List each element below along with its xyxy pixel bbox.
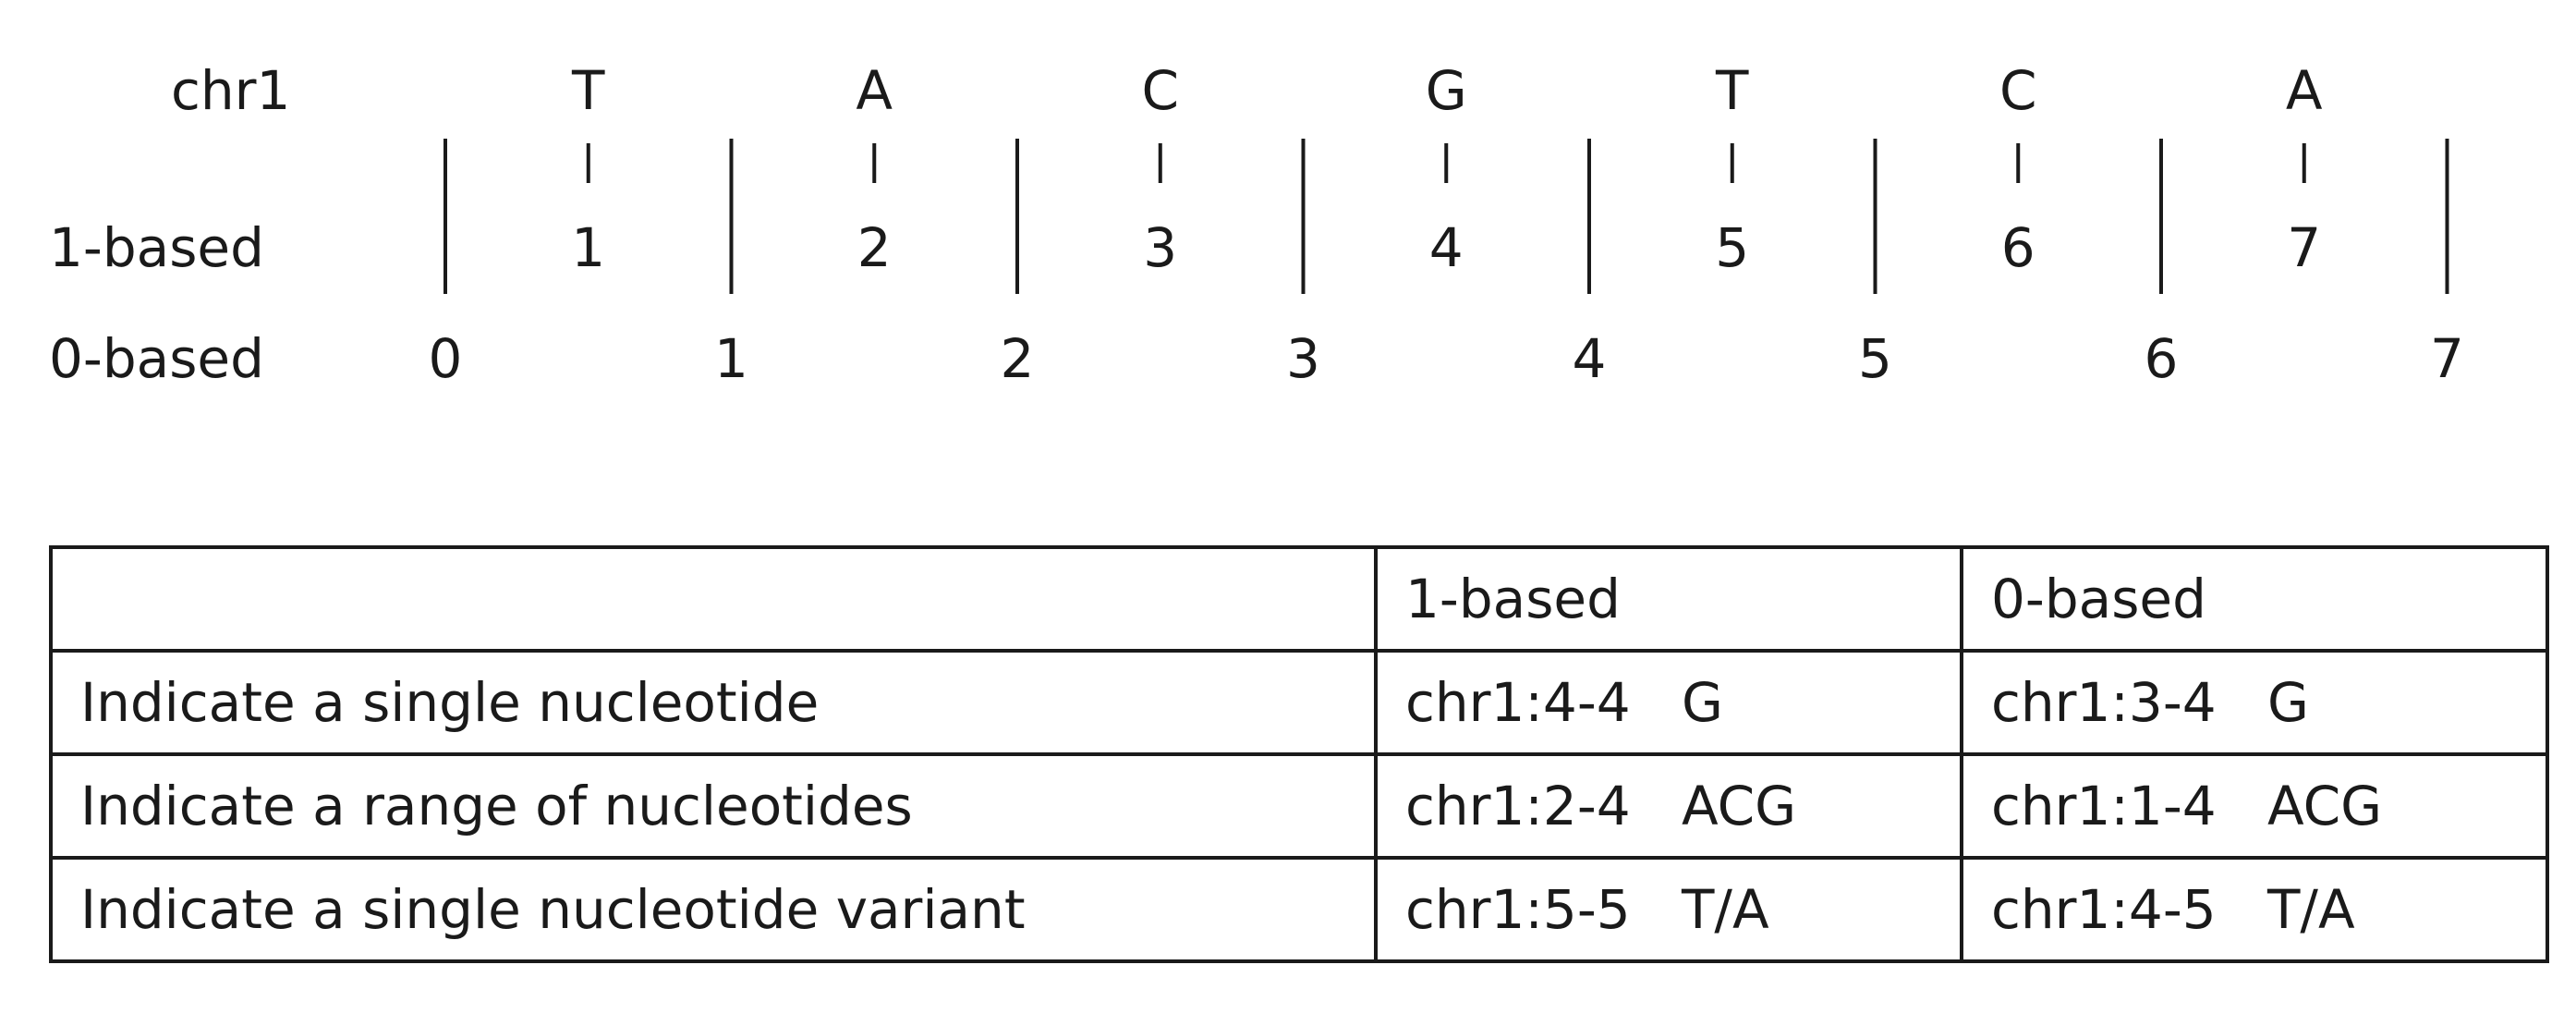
base-letter: T <box>1715 59 1749 122</box>
base-letter: G <box>1426 59 1467 122</box>
header-cell-empty <box>49 545 1378 653</box>
row-description-cell: Indicate a range of nucleotides <box>49 752 1378 860</box>
zero-based-cell: chr1:3-4 G <box>1960 649 2549 756</box>
zero-based-cell: chr1:4-5 T/A <box>1960 856 2549 963</box>
coordinate-table: 1-based 0-based Indicate a single nucleoti… <box>49 545 2549 963</box>
table-row: Indicate a single nucleotide variant chr1… <box>49 856 2549 963</box>
one-based-position: 2 <box>857 216 892 279</box>
one-based-position: 7 <box>2287 216 2321 279</box>
zero-based-cell: chr1:1-4 ACG <box>1960 752 2549 860</box>
header-cell: 0-based <box>1960 545 2549 653</box>
one-based-position: 1 <box>571 216 605 279</box>
base-letter: A <box>856 59 893 122</box>
one-based-cell: chr1:5-5 T/A <box>1374 856 1963 963</box>
one-based-position: 3 <box>1143 216 1177 279</box>
zero-based-position: 4 <box>1573 327 1607 390</box>
one-based-cell: chr1:2-4 ACG <box>1374 752 1963 860</box>
zero-based-position: 2 <box>1001 327 1035 390</box>
zero-based-position: 0 <box>429 327 463 390</box>
base-letter: C <box>1999 59 2037 122</box>
one-based-position: 6 <box>2001 216 2035 279</box>
zero-based-position: 1 <box>714 327 748 390</box>
zero-based-position: 3 <box>1286 327 1320 390</box>
base-letter: A <box>2286 59 2323 122</box>
zero-based-position: 6 <box>2145 327 2179 390</box>
base-letter: C <box>1142 59 1180 122</box>
one-based-cell: chr1:4-4 G <box>1374 649 1963 756</box>
coordinate-diagram: chr1 1-based 0-based T A C G T C A 1 2 3 4 5 6 7 0 1 2… <box>49 59 2464 390</box>
base-letter: T <box>571 59 605 122</box>
table-header-row: 1-based 0-based <box>49 545 2549 653</box>
zero-based-position: 5 <box>1858 327 1892 390</box>
row-description-cell: Indicate a single nucleotide variant <box>49 856 1378 963</box>
boundaries-group <box>444 139 2449 294</box>
zero-based-position: 7 <box>2430 327 2464 390</box>
table-row: Indicate a range of nucleotides chr1:2-4 … <box>49 752 2549 860</box>
one-based-row-label: 1-based <box>49 216 264 279</box>
sequence-label: chr1 <box>171 59 290 122</box>
one-based-position: 5 <box>1715 216 1749 279</box>
zero-based-row-label: 0-based <box>49 327 264 390</box>
header-cell: 1-based <box>1374 545 1963 653</box>
zero-based-positions-group: 0 1 2 3 4 5 6 7 <box>429 327 2464 390</box>
one-based-positions-group: 1 2 3 4 5 6 7 <box>571 216 2321 279</box>
ticks-group <box>586 143 2306 183</box>
row-description-cell: Indicate a single nucleotide <box>49 649 1378 756</box>
one-based-position: 4 <box>1429 216 1464 279</box>
